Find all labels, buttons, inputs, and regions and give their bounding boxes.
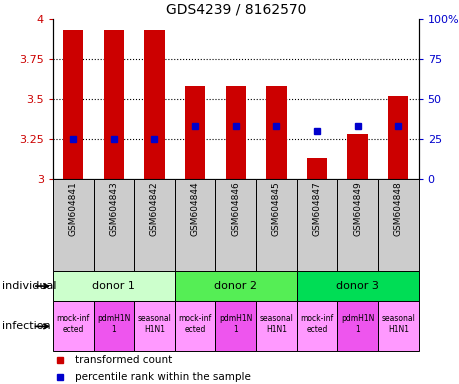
Bar: [336, 301, 377, 351]
Text: mock-inf
ected: mock-inf ected: [56, 314, 90, 334]
Bar: [306, 158, 326, 179]
Bar: [103, 30, 124, 179]
Bar: [174, 301, 215, 351]
Bar: [256, 301, 296, 351]
Bar: [377, 179, 418, 271]
Text: mock-inf
ected: mock-inf ected: [178, 314, 211, 334]
Text: GSM604845: GSM604845: [271, 181, 280, 236]
Text: donor 3: donor 3: [336, 281, 378, 291]
Text: GSM604843: GSM604843: [109, 181, 118, 236]
Text: mock-inf
ected: mock-inf ected: [300, 314, 333, 334]
Bar: [63, 30, 83, 179]
Text: seasonal
H1N1: seasonal H1N1: [381, 314, 414, 334]
Bar: [225, 86, 246, 179]
Text: GSM604846: GSM604846: [231, 181, 240, 236]
Text: GSM604849: GSM604849: [353, 181, 361, 236]
Text: GSM604841: GSM604841: [68, 181, 78, 236]
Text: pdmH1N
1: pdmH1N 1: [340, 314, 374, 334]
Bar: [256, 179, 296, 271]
Text: seasonal
H1N1: seasonal H1N1: [137, 314, 171, 334]
Bar: [53, 179, 93, 271]
Bar: [93, 179, 134, 271]
Bar: [53, 301, 93, 351]
Text: donor 1: donor 1: [92, 281, 135, 291]
Bar: [174, 179, 215, 271]
Text: infection: infection: [2, 321, 51, 331]
Bar: [266, 86, 286, 179]
Bar: [215, 179, 256, 271]
Text: GSM604848: GSM604848: [393, 181, 402, 236]
Bar: [296, 301, 336, 351]
Bar: [296, 271, 418, 301]
Bar: [377, 301, 418, 351]
Bar: [215, 301, 256, 351]
Text: pdmH1N
1: pdmH1N 1: [97, 314, 130, 334]
Title: GDS4239 / 8162570: GDS4239 / 8162570: [165, 3, 305, 17]
Bar: [134, 301, 174, 351]
Bar: [144, 30, 164, 179]
Bar: [174, 271, 296, 301]
Bar: [296, 179, 336, 271]
Bar: [185, 86, 205, 179]
Bar: [93, 301, 134, 351]
Text: GSM604844: GSM604844: [190, 181, 199, 236]
Text: percentile rank within the sample: percentile rank within the sample: [75, 372, 250, 382]
Text: individual: individual: [2, 281, 56, 291]
Text: transformed count: transformed count: [75, 356, 172, 366]
Text: seasonal
H1N1: seasonal H1N1: [259, 314, 293, 334]
Bar: [347, 134, 367, 179]
Bar: [387, 96, 408, 179]
Bar: [336, 179, 377, 271]
Text: pdmH1N
1: pdmH1N 1: [218, 314, 252, 334]
Text: GSM604847: GSM604847: [312, 181, 321, 236]
Bar: [134, 179, 174, 271]
Text: donor 2: donor 2: [214, 281, 257, 291]
Text: GSM604842: GSM604842: [150, 181, 159, 236]
Bar: [53, 271, 174, 301]
